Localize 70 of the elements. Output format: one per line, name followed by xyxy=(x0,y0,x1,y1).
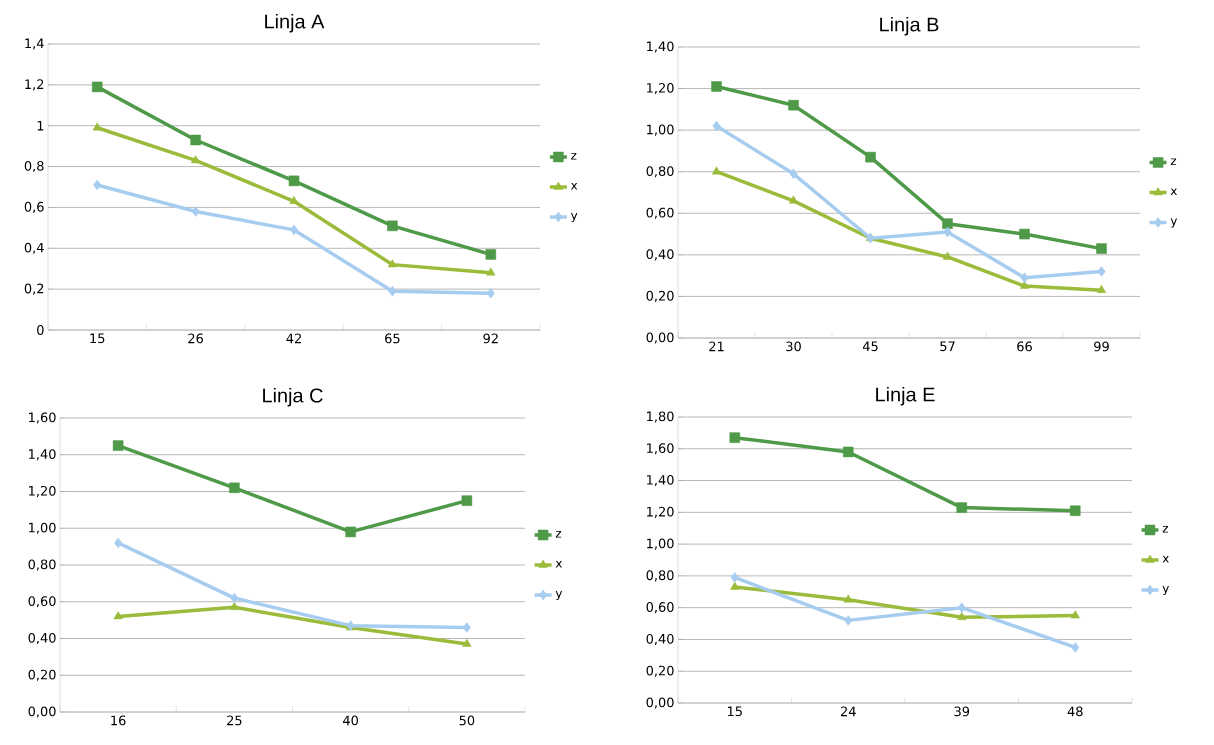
legend-label: x xyxy=(570,182,578,190)
y-tick-label: 0,00 xyxy=(28,706,56,718)
y-tick-label: 0,40 xyxy=(646,633,674,645)
y-tick-label: 0 xyxy=(37,325,44,335)
chart-title: Linja E xyxy=(876,386,935,406)
x-tick-label: 26 xyxy=(188,333,204,344)
y-tick-label: 1,40 xyxy=(29,449,56,461)
y-tick-label: 1,00 xyxy=(647,538,674,550)
x-tick-label: 65 xyxy=(385,333,400,344)
y-tick-label: 1,4 xyxy=(25,38,44,50)
y-tick-label: 0,8 xyxy=(24,161,44,173)
legend-label: z xyxy=(1170,158,1177,165)
x-tick-label: 24 xyxy=(840,706,856,717)
y-tick-label: 1,00 xyxy=(647,124,674,136)
chart-title: Linja C xyxy=(263,387,323,407)
x-tick-label: 66 xyxy=(1017,341,1032,352)
x-tick-label: 39 xyxy=(954,706,970,717)
y-tick-label: 0,20 xyxy=(646,290,674,302)
y-tick-label: 0,2 xyxy=(24,283,44,295)
legend-label: z xyxy=(571,152,577,160)
legend-label: x xyxy=(1170,188,1177,196)
x-tick-label: 40 xyxy=(343,715,358,726)
x-tick-label: 50 xyxy=(459,715,475,726)
chart-title: Linja B xyxy=(880,16,939,36)
y-tick-label: 0,60 xyxy=(646,207,674,219)
x-tick-label: 92 xyxy=(483,333,498,344)
y-tick-label: 1,40 xyxy=(647,41,674,53)
y-tick-label: 0,40 xyxy=(28,632,56,645)
legend-label: y xyxy=(1170,218,1178,228)
y-tick-label: 0,80 xyxy=(646,166,674,178)
legend-label: y xyxy=(570,213,578,223)
y-tick-label: 1,2 xyxy=(25,79,44,91)
chart-title: Linja A xyxy=(265,13,325,33)
legend-label: z xyxy=(555,530,562,538)
legend-label: y xyxy=(555,591,563,601)
x-tick-label: 16 xyxy=(111,715,126,726)
x-tick-label: 57 xyxy=(940,341,955,352)
y-tick-label: 1,60 xyxy=(647,443,674,455)
y-tick-label: 0,80 xyxy=(646,570,674,582)
legend-label: z xyxy=(1162,525,1168,533)
x-tick-label: 45 xyxy=(862,341,878,352)
x-tick-label: 99 xyxy=(1094,341,1109,352)
y-tick-label: 0,20 xyxy=(28,669,56,681)
legend-label: x xyxy=(1162,555,1169,563)
y-tick-label: 0,60 xyxy=(28,596,56,608)
x-tick-label: 48 xyxy=(1067,706,1083,717)
y-tick-label: 0,60 xyxy=(646,602,674,614)
y-tick-label: 0,4 xyxy=(24,242,44,254)
x-tick-label: 15 xyxy=(727,706,742,717)
y-tick-label: 1,20 xyxy=(647,83,674,95)
y-tick-label: 1,20 xyxy=(29,485,56,498)
legend-label: y xyxy=(1162,586,1169,596)
y-tick-label: 1,20 xyxy=(647,506,674,518)
x-tick-label: 21 xyxy=(709,341,724,352)
y-tick-label: 1,00 xyxy=(29,522,56,534)
legend-label: x xyxy=(555,560,563,568)
y-tick-label: 0,80 xyxy=(28,559,56,571)
y-tick-label: 0,00 xyxy=(646,332,674,344)
x-tick-label: 15 xyxy=(90,333,105,344)
y-tick-label: 0,40 xyxy=(646,249,674,261)
x-tick-label: 30 xyxy=(786,341,801,352)
y-tick-label: 1,60 xyxy=(29,412,56,424)
y-tick-label: 1,40 xyxy=(647,475,674,487)
x-tick-label: 42 xyxy=(286,333,301,344)
y-tick-label: 1,80 xyxy=(647,411,674,423)
y-tick-label: 1 xyxy=(37,120,44,131)
y-tick-label: 0,20 xyxy=(646,665,674,677)
x-tick-label: 25 xyxy=(227,715,242,726)
y-tick-label: 0,00 xyxy=(646,697,674,709)
y-tick-label: 0,6 xyxy=(24,201,44,213)
